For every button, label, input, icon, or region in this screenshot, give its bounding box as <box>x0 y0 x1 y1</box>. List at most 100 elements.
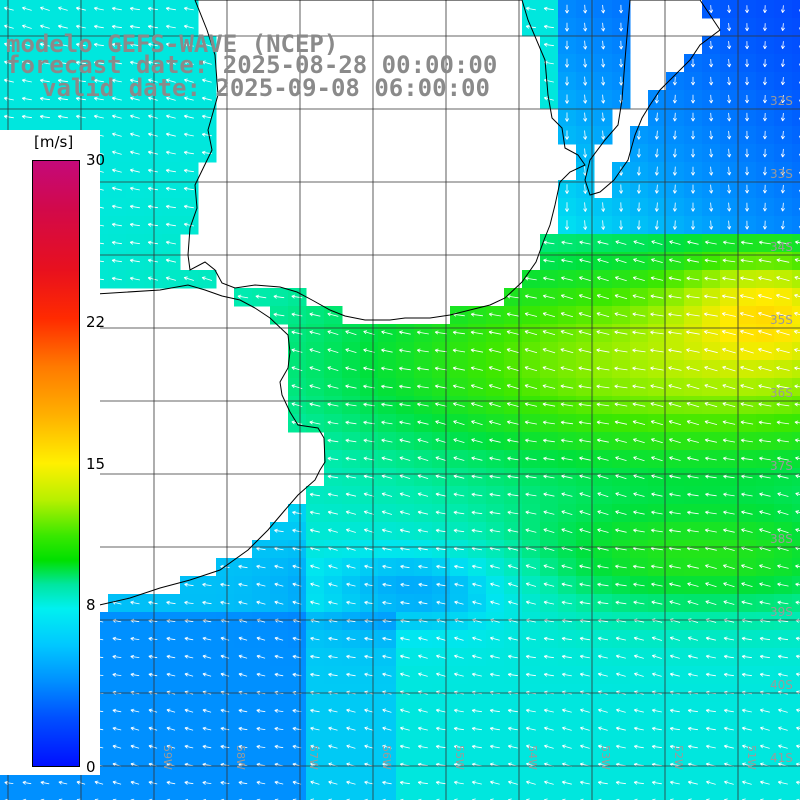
wind-arrow <box>309 348 321 353</box>
wind-arrow <box>398 366 411 371</box>
wind-arrow <box>453 510 465 515</box>
wind-arrow <box>578 294 591 300</box>
wind-arrow <box>579 510 591 516</box>
wind-arrow <box>471 492 483 497</box>
valid-date: valid date: 2025-09-08 06:00:00 <box>42 74 490 102</box>
wind-arrow <box>598 726 608 731</box>
wind-arrow <box>129 42 140 47</box>
wind-arrow <box>598 708 608 713</box>
wind-arrow <box>399 330 411 335</box>
wind-arrow <box>654 202 659 212</box>
wind-arrow <box>418 654 428 659</box>
wind-arrow <box>651 744 662 749</box>
wind-arrow <box>776 438 789 443</box>
wind-arrow <box>758 329 772 336</box>
wind-speed-cell <box>0 792 19 800</box>
wind-arrow <box>634 672 644 677</box>
wind-arrow <box>507 636 518 641</box>
wind-arrow <box>651 456 663 462</box>
wind-arrow <box>165 276 177 281</box>
wind-arrow <box>166 114 176 119</box>
wind-arrow <box>58 6 68 11</box>
wind-arrow <box>238 744 248 749</box>
wind-arrow <box>399 348 411 353</box>
wind-arrow <box>580 744 590 749</box>
wind-arrow <box>740 438 753 443</box>
wind-arrow <box>508 780 518 785</box>
wind-arrow <box>578 312 592 318</box>
wind-arrow <box>579 582 591 587</box>
wind-arrow <box>650 402 664 407</box>
wind-arrow <box>434 330 447 335</box>
wind-arrow <box>364 600 374 605</box>
wind-arrow <box>363 528 374 533</box>
wind-arrow <box>435 708 446 713</box>
wind-arrow <box>690 166 696 176</box>
wind-arrow <box>364 708 374 713</box>
wind-arrow <box>723 600 735 605</box>
longitude-label: 54W <box>526 745 539 770</box>
wind-arrow <box>472 654 482 659</box>
wind-arrow <box>183 132 194 137</box>
wind-arrow <box>363 474 375 479</box>
wind-arrow <box>418 636 428 641</box>
wind-arrow <box>93 42 104 47</box>
wind-arrow <box>507 474 519 479</box>
wind-arrow <box>220 636 230 641</box>
wind-arrow <box>111 24 122 29</box>
wind-arrow <box>148 78 158 83</box>
longitude-label: 55W <box>453 745 466 770</box>
wind-arrow <box>619 22 624 32</box>
wind-speed-cell <box>90 792 109 800</box>
wind-arrow <box>148 114 158 119</box>
wind-arrow <box>722 347 736 354</box>
wind-arrow <box>202 744 212 749</box>
wind-arrow <box>650 420 664 426</box>
wind-arrow <box>507 726 518 731</box>
wind-arrow <box>274 582 284 587</box>
wind-arrow <box>561 456 573 461</box>
wind-arrow <box>705 744 716 749</box>
wind-speed-cell <box>792 756 800 775</box>
wind-arrow <box>400 636 410 641</box>
wind-arrow <box>687 654 698 659</box>
coastline-segment <box>187 0 586 321</box>
wind-arrow <box>363 456 375 461</box>
wind-arrow <box>345 402 357 407</box>
wind-arrow <box>93 96 104 101</box>
wind-speed-cell <box>792 108 800 127</box>
wind-arrow <box>129 276 140 281</box>
wind-arrow <box>632 420 646 425</box>
wind-arrow <box>777 654 788 659</box>
wind-arrow <box>705 600 717 605</box>
wind-arrow <box>596 330 610 335</box>
wind-arrow <box>633 258 645 264</box>
wind-arrow <box>506 366 520 372</box>
wind-arrow <box>130 744 140 749</box>
wind-speed-cell <box>108 792 127 800</box>
wind-arrow <box>758 347 772 354</box>
wind-arrow <box>597 474 609 479</box>
wind-arrow <box>382 600 392 605</box>
wind-arrow <box>345 456 357 461</box>
wind-arrow <box>651 654 662 659</box>
wind-arrow <box>619 4 624 14</box>
wind-speed-cell <box>306 792 325 800</box>
wind-arrow <box>57 114 68 119</box>
wind-speed-cell <box>792 162 800 181</box>
wind-arrow <box>740 347 754 354</box>
wind-arrow <box>382 780 392 785</box>
wind-arrow <box>776 311 790 318</box>
wind-arrow <box>686 528 699 533</box>
wind-arrow <box>291 330 303 335</box>
wind-arrow <box>669 654 680 659</box>
wind-arrow <box>453 528 465 533</box>
wind-arrow <box>453 456 465 461</box>
wind-arrow <box>381 492 393 497</box>
wind-arrow <box>220 780 230 785</box>
wind-arrow <box>309 510 320 515</box>
wind-arrow <box>579 474 591 479</box>
wind-arrow <box>346 672 356 677</box>
wind-arrow <box>435 402 447 407</box>
